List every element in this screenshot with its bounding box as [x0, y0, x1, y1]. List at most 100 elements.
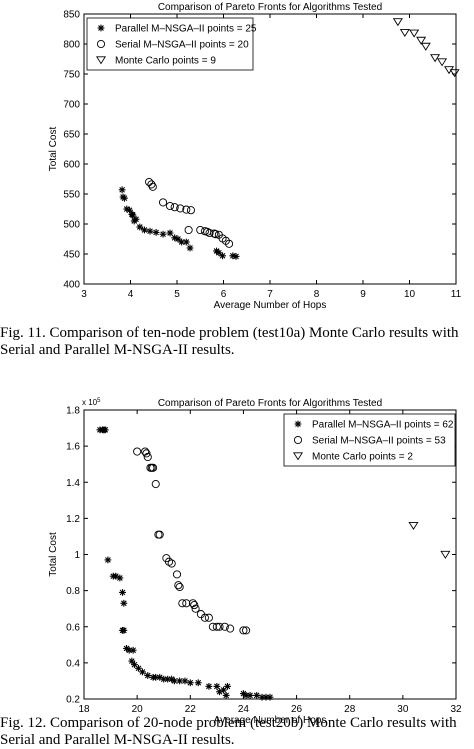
star-data-point	[224, 682, 231, 690]
legend-label: Serial M–NSGA–II points = 20	[115, 40, 249, 51]
series-circle	[145, 177, 234, 248]
triangle-down-data-point	[409, 29, 420, 38]
star-data-point	[129, 646, 137, 654]
y-tick-label: 0.4	[66, 658, 80, 669]
x-tick-label: 11	[451, 289, 462, 300]
legend-box	[283, 413, 456, 467]
y-axis-exponent: x 105	[82, 398, 101, 407]
circle-data-point	[226, 624, 235, 633]
triangle-down-data-point	[392, 18, 403, 27]
circle-data-point	[147, 180, 156, 189]
x-tick-label: 4	[128, 289, 134, 300]
y-tick-label: 0.2	[66, 695, 80, 706]
x-tick-label: 20	[132, 704, 144, 715]
chart-title: Comparison of Pareto Fronts for Algorith…	[158, 398, 382, 409]
circle-data-point	[184, 225, 193, 235]
circle-data-point	[176, 204, 185, 213]
y-tick-label: 450	[63, 250, 80, 261]
circle-data-point	[212, 622, 221, 631]
star-data-point	[146, 227, 154, 235]
y-tick-label: 550	[63, 190, 80, 201]
star-data-point	[246, 691, 254, 699]
circle-data-point	[164, 557, 174, 566]
circle-data-point	[215, 622, 224, 631]
star-data-point	[126, 206, 133, 214]
star-data-point	[186, 244, 194, 252]
legend-triangle-down-marker	[95, 56, 107, 65]
circle-data-point	[225, 239, 234, 248]
x-tick-label: 32	[450, 704, 462, 715]
circle-data-point	[151, 480, 160, 489]
x-tick-label: 5	[174, 289, 180, 300]
figure-12-caption-line-1: Fig. 12. Comparison of 20-node problem (…	[0, 715, 457, 731]
star-data-point	[213, 682, 221, 690]
circle-data-point	[220, 622, 229, 631]
circle-data-point	[133, 447, 142, 456]
figure-11: Comparison of Pareto Fronts for Algorith…	[0, 0, 474, 370]
star-data-point	[116, 574, 124, 582]
star-data-point	[159, 230, 167, 238]
star-data-point	[136, 223, 144, 231]
circle-data-point	[239, 626, 248, 635]
x-tick-label: 9	[360, 289, 366, 300]
x-tick-label: 26	[291, 704, 303, 715]
triangle-down-data-point	[440, 550, 451, 559]
star-data-point	[253, 691, 261, 699]
star-data-point	[118, 186, 126, 194]
star-data-point	[119, 193, 127, 201]
legend-label: Parallel M–NSGA–II points = 25	[115, 24, 257, 35]
star-data-point	[139, 668, 146, 676]
series-star	[96, 426, 274, 701]
figure-11-caption-line-2: Serial and Parallel M-NSGA-II results.	[0, 342, 235, 358]
star-data-point	[182, 238, 190, 246]
x-tick-label: 6	[221, 289, 227, 300]
triangle-down-data-point	[408, 521, 419, 531]
circle-data-point	[211, 230, 220, 239]
star-data-point	[205, 682, 213, 690]
star-data-point	[186, 679, 194, 687]
circle-data-point	[186, 206, 195, 215]
star-data-point	[219, 252, 226, 260]
legend-star-marker	[294, 420, 302, 428]
y-tick-label: 600	[63, 160, 80, 171]
star-data-point	[194, 679, 202, 687]
y-tick-label: 0.6	[66, 622, 80, 633]
circle-data-point	[208, 622, 217, 631]
y-tick-label: 1.2	[66, 514, 80, 525]
circle-data-point	[174, 581, 183, 590]
series-circle	[133, 447, 251, 635]
y-tick-label: 700	[63, 100, 80, 111]
circle-data-point	[158, 198, 168, 207]
x-axis-label: Average Number of Hops	[214, 715, 327, 726]
circle-data-point	[188, 599, 197, 608]
y-tick-label: 0.8	[66, 586, 80, 597]
star-data-point	[266, 693, 274, 701]
circle-data-point	[175, 582, 184, 592]
legend-label: Monte Carlo points = 2	[312, 452, 413, 463]
legend-circle-marker	[96, 39, 106, 49]
circle-data-point	[149, 463, 158, 472]
triangle-down-data-point	[399, 29, 410, 38]
legend-label: Serial M–NSGA–II points = 53	[312, 436, 446, 447]
figure-12: Comparison of Pareto Fronts for Algorith…	[0, 381, 474, 748]
circle-data-point	[182, 205, 191, 214]
star-data-point	[120, 599, 128, 607]
circle-data-point	[196, 225, 205, 235]
x-tick-label: 10	[404, 289, 416, 300]
legend-circle-marker	[293, 435, 303, 445]
star-data-point	[129, 211, 137, 219]
star-data-point	[222, 691, 230, 699]
x-tick-label: 18	[78, 704, 90, 715]
star-data-point	[120, 626, 128, 634]
x-tick-label: 22	[185, 704, 197, 715]
y-tick-label: 400	[63, 280, 80, 291]
y-tick-label: 750	[63, 70, 80, 81]
figure-12-caption-line-2: Serial and Parallel M-NSGA-II results.	[0, 732, 235, 748]
x-tick-label: 28	[344, 704, 356, 715]
triangle-down-data-point	[449, 69, 460, 78]
x-tick-label: 7	[267, 289, 273, 300]
star-data-point	[152, 229, 160, 236]
legend-label: Monte Carlo points = 9	[115, 56, 216, 67]
y-tick-label: 1.8	[66, 406, 80, 417]
circle-data-point	[172, 570, 182, 579]
